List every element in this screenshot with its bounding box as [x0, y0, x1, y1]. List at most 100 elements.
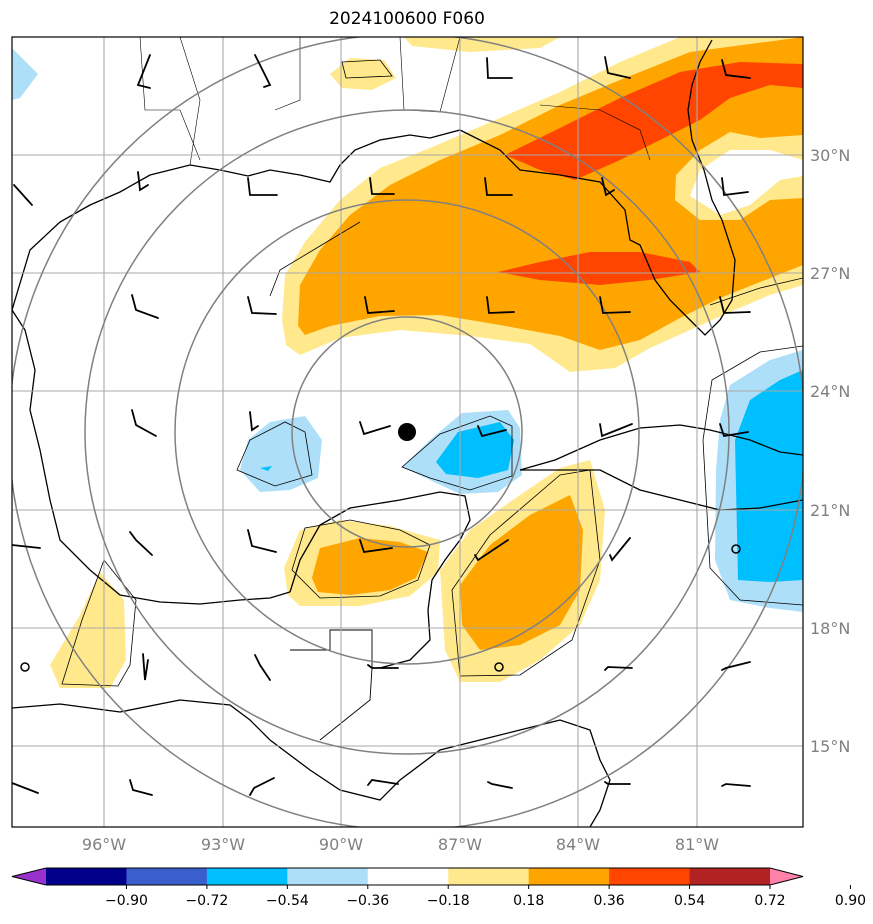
wind-barb — [369, 177, 395, 195]
colorbar-segment — [609, 868, 691, 885]
colorbar-tick-label: 0.72 — [754, 893, 785, 909]
colorbar-segment — [287, 868, 369, 885]
wind-barb — [359, 539, 393, 553]
fill-red-orange-mid — [498, 252, 700, 285]
country-borders — [290, 629, 373, 741]
wind-barb — [367, 779, 399, 786]
wind-barb — [359, 421, 391, 436]
wind-barb — [719, 423, 749, 438]
range-ring-2 — [174, 199, 640, 665]
colorbar-tick-label: −0.72 — [185, 893, 228, 909]
coast-mexico-west — [12, 309, 291, 605]
colorbar-segment — [528, 868, 610, 885]
wind-barb — [247, 529, 277, 553]
colorbar-tick-label: 0.90 — [835, 893, 866, 909]
lon-label-90w: 90°W — [319, 835, 363, 854]
lon-label-96w: 96°W — [82, 835, 126, 854]
wind-barb — [249, 411, 259, 432]
wind-barb — [254, 654, 271, 681]
wind-barbs — [12, 54, 751, 796]
calm-circle — [20, 662, 30, 672]
wind-barb — [129, 779, 153, 796]
outline-north — [269, 221, 803, 306]
wind-barb — [254, 54, 272, 88]
colorbar-tick-label: −0.18 — [427, 893, 470, 909]
wind-barb — [249, 777, 275, 796]
colorbar-tick-label: −0.36 — [346, 893, 389, 909]
lon-label-84w: 84°W — [556, 835, 600, 854]
wind-barb — [604, 666, 633, 671]
wind-barb — [247, 177, 278, 196]
fill-yellow-top — [404, 37, 560, 52]
wind-barb — [364, 296, 395, 314]
colorbar-segment — [448, 868, 530, 885]
wind-barb — [136, 54, 151, 89]
lat-label-21n: 21°N — [810, 501, 850, 520]
wind-barb — [721, 59, 751, 79]
colorbar-tick-label: −0.54 — [266, 893, 309, 909]
wind-barb — [721, 661, 751, 671]
map-frame — [11, 36, 804, 828]
fill-cyan-gulf-west — [260, 466, 272, 471]
outline-southwest — [61, 559, 137, 687]
lat-label-24n: 24°N — [810, 382, 850, 401]
contour-fills — [12, 37, 803, 688]
coast-cuba — [519, 424, 803, 511]
wind-barb — [599, 423, 633, 438]
wind-barb — [131, 409, 157, 437]
wind-barb — [474, 539, 509, 562]
coast-us-gulf — [12, 39, 736, 336]
wind-barb — [12, 544, 41, 549]
wind-barb — [719, 296, 751, 314]
storm-center-marker — [398, 423, 416, 441]
coast-central-america — [12, 699, 611, 827]
fill-orange-caribbean — [460, 495, 583, 650]
outline-yellow-north — [341, 59, 393, 79]
wind-barb — [721, 177, 749, 197]
lat-label-30n: 30°N — [810, 146, 850, 165]
colorbar-segment — [206, 868, 288, 885]
lat-label-15n: 15°N — [810, 737, 850, 756]
outline-east — [702, 345, 803, 606]
colorbar-tick-label: 0.36 — [594, 893, 625, 909]
wind-barb — [599, 296, 631, 314]
wind-barb — [12, 782, 39, 794]
wind-barb — [604, 781, 631, 785]
colorbar: −0.90 −0.72 −0.54 −0.36 −0.18 0.18 0.36 0.54 0.7… — [11, 867, 866, 909]
map-title: 2024100600 F060 — [329, 9, 485, 29]
colorbar-tick-label: 0.54 — [674, 893, 705, 909]
calm-circle — [731, 544, 741, 554]
wind-barb — [13, 184, 33, 206]
outline-yucatan — [401, 415, 513, 491]
lat-label-27n: 27°N — [810, 264, 850, 283]
wind-barb — [142, 653, 149, 681]
wind-barb — [604, 56, 631, 79]
calm-wind-markers — [20, 544, 741, 672]
coastlines — [12, 37, 803, 827]
colorbar-segment — [126, 868, 208, 885]
colorbar-segment — [46, 868, 127, 885]
fill-cyan-yucatan — [436, 422, 514, 478]
range-ring-3 — [84, 109, 730, 755]
wind-barb — [609, 537, 631, 562]
calm-circle — [494, 662, 504, 672]
coast-yucatan — [289, 491, 471, 669]
colorbar-extend-low — [12, 868, 46, 885]
wind-barb — [129, 531, 153, 556]
fill-light-blue-nw — [12, 48, 38, 100]
wind-barb — [367, 664, 399, 669]
wind-barb — [477, 425, 507, 438]
lon-label-93w: 93°W — [201, 835, 245, 854]
lon-label-81w: 81°W — [675, 835, 719, 854]
colorbar-segment — [689, 868, 771, 885]
fill-yellow-southwest — [50, 572, 126, 688]
wind-barb — [601, 177, 615, 197]
fill-cyan-east — [735, 370, 803, 582]
wind-barb — [487, 781, 513, 789]
colorbar-tick-label: 0.18 — [513, 893, 544, 909]
range-rings — [12, 37, 803, 827]
wind-barb — [484, 177, 513, 196]
wind-barb — [137, 171, 149, 192]
gridlines — [12, 37, 803, 827]
